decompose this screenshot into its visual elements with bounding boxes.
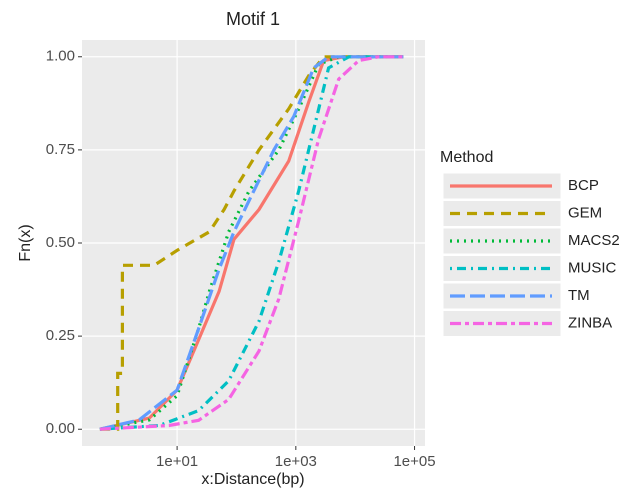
y-tick-label: 1.00: [46, 48, 75, 65]
series-line: [99, 55, 404, 431]
x-tick-label: 1e+05: [393, 453, 435, 470]
legend-label: MACS2: [568, 232, 620, 249]
legend-label: BCP: [568, 177, 599, 194]
series-line: [99, 55, 404, 431]
x-tick-label: 1e+01: [156, 453, 198, 470]
y-tick-label: 0.75: [46, 141, 75, 158]
series-line: [99, 55, 404, 431]
chart-title: Motif 1: [226, 9, 280, 29]
series-line: [99, 55, 404, 431]
y-axis-label: Fn(x): [17, 224, 34, 261]
legend-key: [442, 227, 562, 255]
x-axis-label: x:Distance(bp): [201, 471, 304, 488]
y-tick-label: 0.50: [46, 234, 75, 251]
x-tick-label: 1e+03: [275, 453, 317, 470]
series-line: [99, 55, 404, 431]
legend-label: MUSIC: [568, 259, 617, 276]
legend-label: ZINBA: [568, 314, 612, 331]
legend-title: Method: [440, 149, 493, 166]
legend-label: TM: [568, 287, 590, 304]
y-tick-label: 0.00: [46, 420, 75, 437]
y-tick-label: 0.25: [46, 327, 75, 344]
legend-label: GEM: [568, 204, 602, 221]
